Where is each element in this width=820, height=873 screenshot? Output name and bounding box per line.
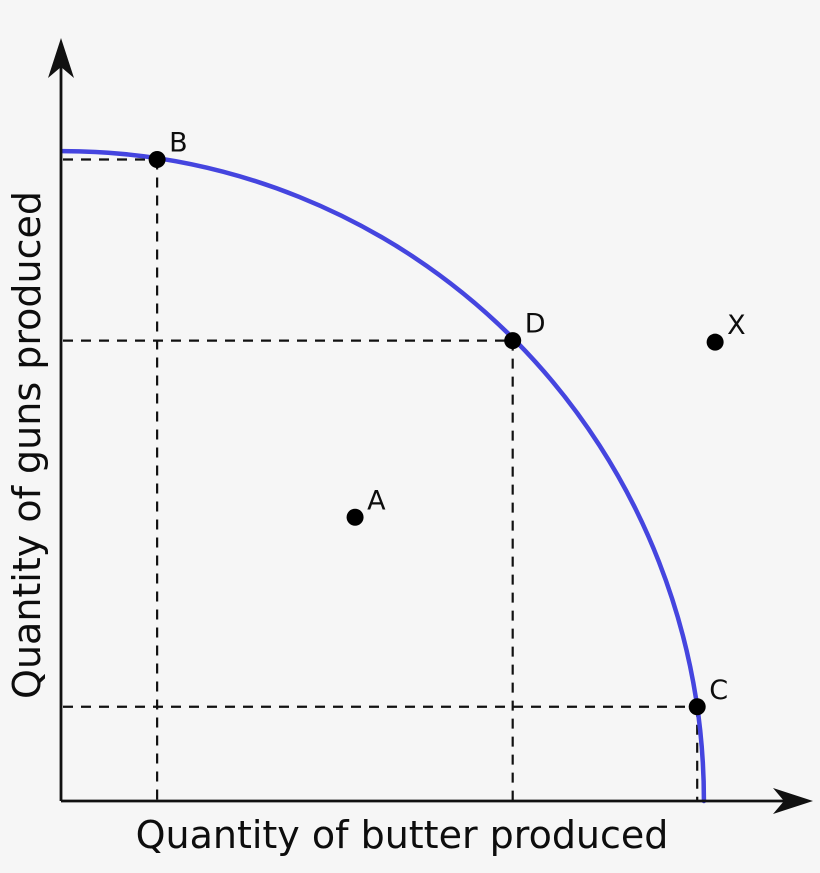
points-layer: B D C A X bbox=[148, 127, 746, 716]
data-point-label-B: B bbox=[169, 127, 188, 158]
ppf-curve bbox=[60, 148, 707, 804]
data-point-label-A: A bbox=[367, 485, 386, 516]
x-axis-arrowhead bbox=[773, 788, 813, 814]
data-point-dot-A bbox=[346, 508, 364, 526]
data-point-label-X: X bbox=[727, 310, 746, 341]
guide-lines-layer bbox=[63, 158, 699, 800]
data-point-dot-X bbox=[706, 333, 724, 351]
data-point-dot-C bbox=[688, 698, 706, 716]
data-point-dot-B bbox=[148, 150, 166, 168]
data-point-dot-D bbox=[504, 332, 522, 350]
y-axis-label: Quantity of guns produced bbox=[5, 191, 49, 699]
y-axis-arrowhead bbox=[48, 38, 74, 78]
x-axis-label: Quantity of butter produced bbox=[136, 813, 669, 857]
data-point-label-D: D bbox=[525, 309, 546, 340]
axes bbox=[48, 38, 813, 814]
data-point-label-C: C bbox=[709, 675, 728, 706]
